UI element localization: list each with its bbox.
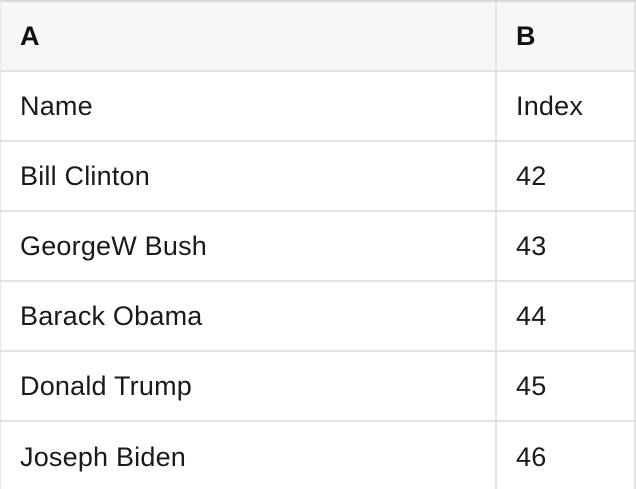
cell-a5[interactable]: Donald Trump: [1, 352, 497, 420]
table-row-georgew-bush: GeorgeW Bush 43: [1, 212, 636, 282]
cell-a6[interactable]: Joseph Biden: [1, 422, 497, 489]
cell-b4[interactable]: 44: [497, 282, 636, 350]
cell-text: Name: [20, 90, 93, 121]
cell-b3[interactable]: 43: [497, 212, 636, 280]
cell-b2[interactable]: 42: [497, 142, 636, 210]
cell-text: Donald Trump: [20, 370, 192, 401]
cell-text: Bill Clinton: [20, 160, 150, 191]
cell-text: 44: [516, 300, 547, 331]
column-header-a-label: A: [20, 20, 40, 51]
cell-text: Index: [516, 90, 584, 121]
cell-b1-index[interactable]: Index: [497, 72, 636, 140]
column-header-row: A B: [1, 2, 636, 72]
column-header-b[interactable]: B: [497, 2, 636, 70]
cell-a4[interactable]: Barack Obama: [1, 282, 497, 350]
cell-a1-name[interactable]: Name: [1, 72, 497, 140]
cell-text: 45: [516, 370, 547, 401]
cell-text: GeorgeW Bush: [20, 230, 207, 261]
cell-text: 46: [516, 441, 547, 472]
cell-text: 43: [516, 230, 547, 261]
column-header-a[interactable]: A: [1, 2, 497, 70]
cell-b5[interactable]: 45: [497, 352, 636, 420]
cell-text: Joseph Biden: [20, 441, 187, 472]
column-header-b-label: B: [516, 20, 536, 51]
table-row-donald-trump: Donald Trump 45: [1, 352, 636, 422]
table-row-joseph-biden: Joseph Biden 46: [1, 422, 636, 489]
table-row-barack-obama: Barack Obama 44: [1, 282, 636, 352]
table-row-bill-clinton: Bill Clinton 42: [1, 142, 636, 212]
cell-a2[interactable]: Bill Clinton: [1, 142, 497, 210]
cell-b6[interactable]: 46: [497, 422, 636, 489]
cell-text: 42: [516, 160, 547, 191]
cell-text: Barack Obama: [20, 300, 203, 331]
cell-a3[interactable]: GeorgeW Bush: [1, 212, 497, 280]
table-row-labels: Name Index: [1, 72, 636, 142]
